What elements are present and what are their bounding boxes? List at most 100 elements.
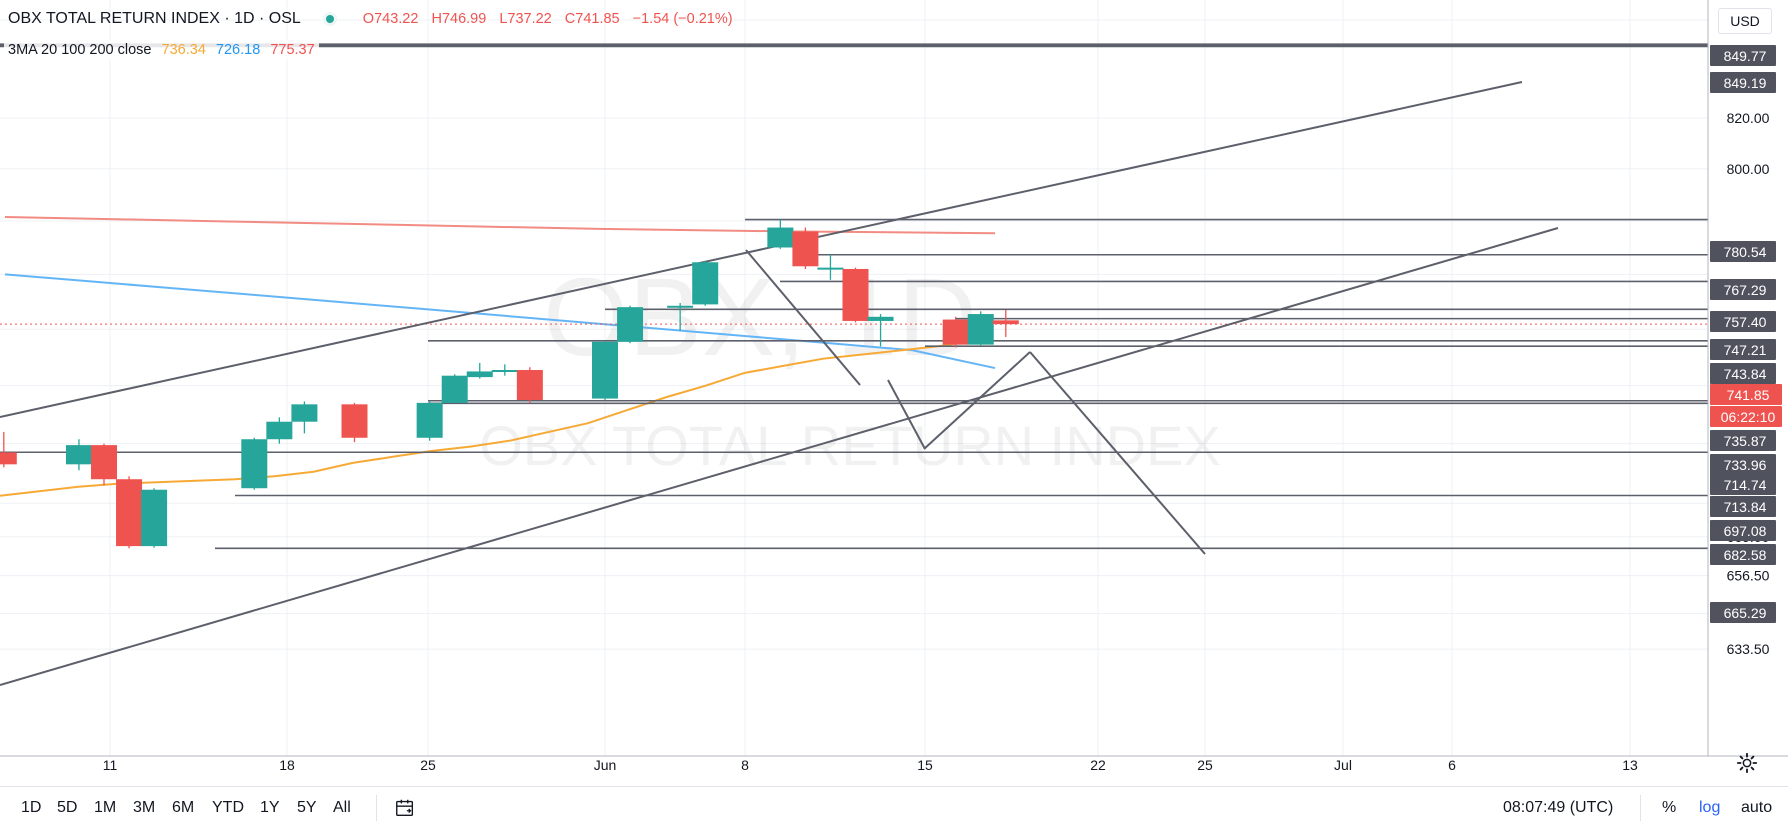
time-tick-label: 25 [1197,757,1213,773]
price-label-tag [1710,544,1776,565]
candle-body [291,404,318,422]
log-scale-toggle[interactable]: log [1699,799,1721,816]
toolbar-divider [376,795,377,821]
date-range-calendar-icon[interactable] [394,797,416,819]
candle-body [116,479,143,547]
time-axis [0,756,1708,786]
timeframe-5d[interactable]: 5D [57,799,78,816]
price-label-tag [1710,454,1776,475]
percent-scale-toggle[interactable]: % [1662,799,1677,816]
utc-clock[interactable]: 08:07:49 (UTC) [1503,799,1614,816]
indicator-legend[interactable]: 3MA 20 100 200 close 736.34 726.18 775.3… [4,40,319,60]
candle-body [667,305,694,308]
candle-body [817,267,844,270]
price-tick-label: 656.50 [1727,568,1770,584]
trend-line [0,227,1559,686]
price-tick-label: 820.00 [1727,110,1770,126]
candle-body [942,319,969,345]
timeframe-ytd[interactable]: YTD [212,799,244,816]
candle-body [441,375,468,403]
timeframe-1y[interactable]: 1Y [260,799,280,816]
auto-scale-toggle[interactable]: auto [1741,799,1773,816]
time-tick-label: 11 [103,757,118,773]
price-label-tag [1710,430,1776,451]
timeframe-1m[interactable]: 1M [94,799,117,816]
price-label-text: 665.29 [1724,605,1767,621]
high-value: H746.99 [431,11,487,27]
price-label-text: 682.58 [1724,547,1767,563]
ma100-line [4,273,996,370]
price-label-text: 849.77 [1724,48,1767,64]
candle-body [692,262,719,305]
market-status-icon[interactable] [322,12,337,26]
candle-body [867,316,894,321]
price-label-tag [1710,339,1776,360]
candle-body [241,439,268,489]
open-value: O743.22 [362,11,419,27]
low-value: L737.22 [499,11,552,27]
candle-body [617,307,644,342]
ma20-line [0,338,981,497]
price-label-text: 741.85 [1727,387,1770,403]
candle-body [466,371,493,378]
price-label-tag [1710,602,1776,623]
price-label-tag [1710,406,1782,427]
price-label-tag [1710,241,1776,262]
ma200-line [4,215,996,235]
candle-body [792,231,819,267]
ma20-value: 736.34 [161,42,206,58]
price-label-tag [1710,496,1776,517]
price-label-text: 697.08 [1724,523,1767,539]
watermark-name: OBX TOTAL RETURN INDEX [479,414,1221,477]
timeframe-6m[interactable]: 6M [172,799,195,816]
candle-body [141,489,168,547]
ohlc-values: O743.22 H746.99 L737.22 C741.85 −1.54 (−… [363,11,733,27]
settings-gear-icon[interactable] [1736,752,1758,774]
price-label-text: 780.54 [1724,244,1767,260]
price-label-tag [1710,279,1776,300]
candle-body [266,421,293,440]
timeframe-5y[interactable]: 5Y [297,799,317,816]
candlesticks [0,219,1019,549]
price-label-text: 743.84 [1724,366,1767,382]
timeframe-all[interactable]: All [333,799,351,816]
bottom-toolbar: 1D 5D 1M 3M 6M YTD 1Y 5Y All 08:07:49 (U… [0,786,1788,831]
price-label-tag [1710,45,1776,66]
price-label-text: 735.87 [1724,433,1767,449]
toolbar-divider-right [1640,795,1641,821]
moving-average-lines [0,215,996,497]
price-label-text: 747.21 [1724,342,1767,358]
indicator-label: 3MA 20 100 200 close [8,42,152,58]
price-label-tag [1710,311,1776,332]
chart-legend-header: OBX TOTAL RETURN INDEX · 1D · OSL O743.2… [8,10,733,28]
ma100-value: 726.18 [215,42,261,58]
price-label-text: 713.84 [1724,499,1767,515]
price-and-time-axes: 111825Jun8152225Jul613860.00820.00800.00… [0,0,1788,786]
price-label-text: 714.74 [1724,477,1767,493]
price-label-tag [1710,363,1776,384]
trend-line [887,379,926,450]
price-label-text: 767.29 [1724,282,1767,298]
price-label-text: 757.40 [1724,314,1767,330]
symbol-title[interactable]: OBX TOTAL RETURN INDEX · 1D · OSL [8,10,301,27]
currency-button[interactable]: USD [1718,8,1772,34]
ma200-value: 775.37 [270,42,315,58]
candle-body [491,370,518,373]
trend-line [923,351,1031,450]
price-label-text: 06:22:10 [1721,409,1776,425]
time-tick-label: 6 [1448,757,1456,773]
price-label-tag [1710,474,1776,495]
time-tick-label: 18 [279,757,295,773]
time-tick-label: Jul [1334,757,1352,773]
candle-body [967,314,994,345]
close-value: C741.85 [564,11,620,27]
trend-line [0,81,1523,418]
candle-body [516,370,543,401]
trend-line [745,249,861,386]
time-tick-label: 25 [420,757,436,773]
time-tick-label: 13 [1622,757,1638,773]
timeframe-3m[interactable]: 3M [133,799,156,816]
timeframe-1d[interactable]: 1D [21,799,42,816]
candle-body [65,445,92,465]
